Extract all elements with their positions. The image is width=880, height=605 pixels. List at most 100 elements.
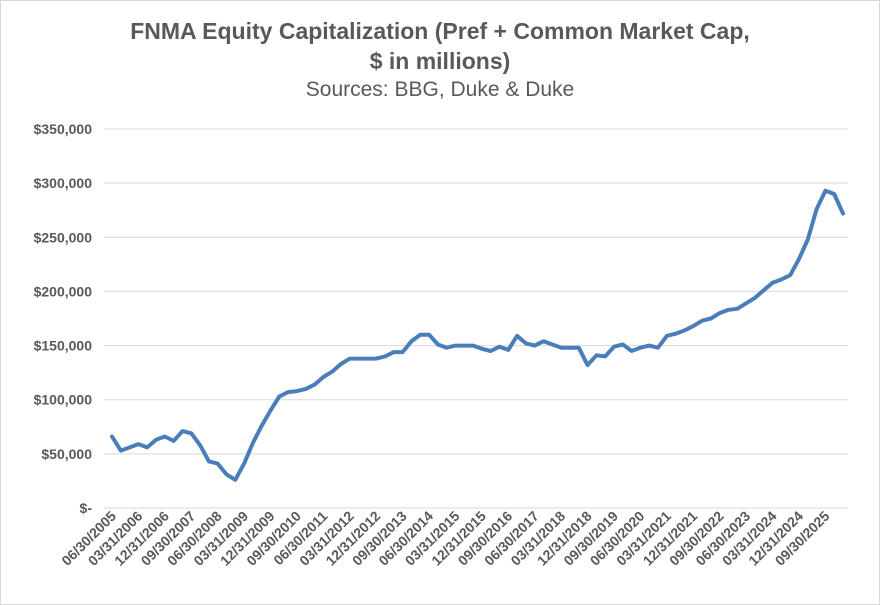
data-point	[199, 444, 201, 446]
data-point	[727, 309, 730, 311]
x-axis-tick-labels: 06/30/200503/31/200612/31/200609/30/2007…	[58, 508, 832, 569]
data-point	[806, 238, 809, 241]
data-point	[278, 395, 281, 398]
y-axis-tick-labels: $- $50,000 $100,000 $150,000 $200,000 $250,00…	[34, 121, 93, 516]
data-point	[190, 432, 193, 435]
data-point	[674, 332, 677, 335]
data-point	[833, 193, 835, 195]
data-point	[472, 344, 474, 347]
data-point	[287, 391, 289, 393]
data-point	[225, 473, 228, 476]
data-point	[172, 440, 175, 442]
data-point	[489, 350, 492, 352]
data-point	[260, 424, 263, 427]
data-point	[595, 354, 598, 357]
data-point	[366, 357, 369, 360]
data-point	[155, 438, 157, 441]
data-point	[445, 346, 448, 349]
data-point	[401, 351, 404, 353]
data-point	[111, 435, 113, 438]
series-group	[110, 188, 845, 482]
data-point	[551, 343, 554, 346]
data-point	[164, 435, 166, 438]
data-point	[533, 344, 536, 347]
data-point	[622, 343, 624, 346]
data-point	[771, 281, 774, 284]
y-tick-label: $250,000	[34, 229, 93, 245]
data-point	[542, 340, 545, 343]
y-tick-label: $300,000	[34, 175, 93, 191]
chart-subtitle: Sources: BBG, Duke & Duke	[305, 78, 575, 101]
data-point	[683, 329, 686, 332]
data-point	[762, 289, 765, 292]
data-point	[630, 350, 633, 352]
data-point	[375, 357, 378, 360]
y-tick-label: $350,000	[34, 121, 93, 137]
data-point	[604, 355, 607, 358]
data-point	[577, 346, 580, 349]
data-point	[234, 479, 237, 481]
data-point	[393, 351, 395, 353]
data-point	[128, 446, 131, 449]
data-point	[525, 342, 527, 345]
data-point	[789, 274, 791, 276]
data-point	[252, 442, 254, 444]
data-point	[137, 443, 140, 445]
data-point	[481, 348, 483, 350]
data-point	[613, 345, 615, 348]
data-point	[437, 343, 439, 346]
data-point	[718, 312, 721, 314]
data-point	[384, 355, 386, 358]
data-point	[586, 364, 589, 366]
data-point	[243, 462, 245, 465]
y-tick-label: $100,000	[34, 392, 93, 408]
data-point	[181, 430, 184, 432]
gridlines	[104, 128, 848, 509]
data-point	[648, 344, 651, 347]
data-point	[798, 258, 800, 260]
data-point	[639, 346, 642, 349]
y-tick-label: $200,000	[34, 283, 93, 299]
data-point	[736, 307, 739, 310]
data-point	[463, 344, 466, 347]
data-point	[313, 383, 316, 386]
data-point	[454, 344, 457, 347]
data-point	[348, 357, 351, 360]
data-point	[560, 346, 562, 349]
y-tick-label: $150,000	[34, 338, 93, 354]
data-point	[322, 376, 325, 378]
data-point	[745, 302, 747, 305]
series-line	[110, 188, 845, 482]
y-tick-label: $50,000	[41, 446, 92, 462]
data-point	[657, 346, 659, 349]
data-point	[701, 319, 703, 322]
data-point	[208, 460, 210, 463]
data-point	[146, 446, 149, 449]
data-point	[340, 363, 342, 365]
data-point	[357, 357, 360, 360]
data-point	[815, 208, 818, 210]
data-point	[304, 388, 307, 390]
chart-title-line-2: $ in millions)	[369, 48, 511, 74]
data-point	[296, 390, 298, 392]
data-point	[428, 333, 430, 336]
chart-title-line-1: FNMA Equity Capitalization (Pref + Commo…	[130, 18, 750, 44]
data-point	[780, 278, 783, 281]
data-point	[120, 449, 122, 452]
data-point	[754, 297, 756, 299]
data-point	[507, 349, 510, 351]
data-point	[419, 333, 422, 336]
data-point	[569, 346, 571, 349]
data-point	[498, 345, 501, 348]
y-tick-label: $-	[80, 500, 93, 516]
data-point	[410, 340, 413, 343]
data-point	[842, 212, 844, 215]
data-point	[666, 335, 668, 337]
data-point	[824, 189, 827, 192]
data-point	[216, 462, 219, 465]
data-point	[331, 370, 333, 373]
data-point	[692, 325, 695, 327]
data-point	[269, 409, 272, 412]
data-point	[710, 317, 712, 320]
